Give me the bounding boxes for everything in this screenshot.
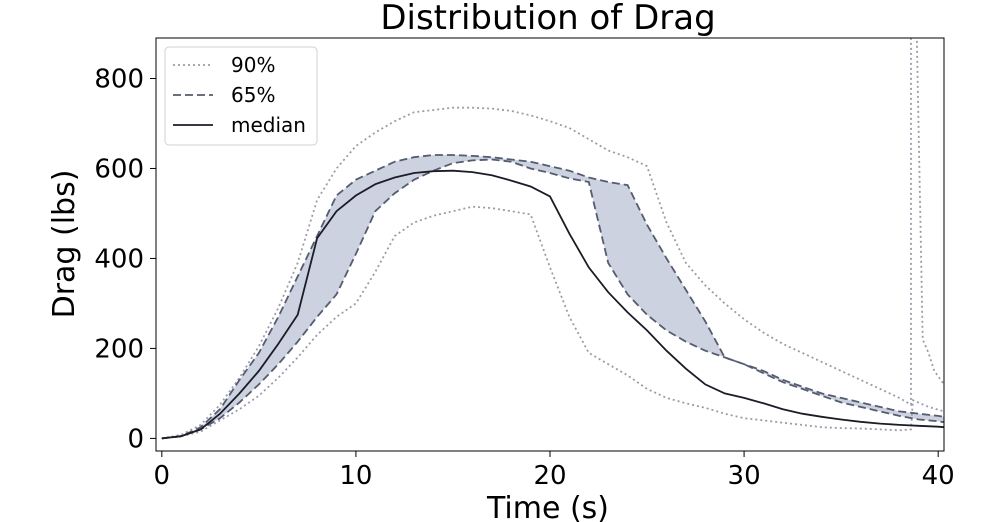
chart-title: Distribution of Drag xyxy=(380,0,715,38)
legend-label-90: 90% xyxy=(231,53,275,77)
legend-label-65: 65% xyxy=(231,83,275,107)
line-90-lower xyxy=(161,205,944,440)
x-tick-label: 10 xyxy=(339,461,372,491)
y-tick-label: 800 xyxy=(94,64,144,94)
line-90-upper xyxy=(161,38,944,440)
band-65-fill xyxy=(161,155,944,439)
x-tick-label: 20 xyxy=(533,461,566,491)
y-axis-label: Drag (lbs) xyxy=(47,170,82,319)
line-median xyxy=(161,169,944,440)
line-65-lower xyxy=(161,158,944,440)
y-tick-label: 0 xyxy=(127,424,144,454)
y-tick-label: 200 xyxy=(94,334,144,364)
y-tick-label: 600 xyxy=(94,154,144,184)
x-tick-label: 30 xyxy=(728,461,761,491)
x-tick-label: 0 xyxy=(154,461,171,491)
x-axis-label: Time (s) xyxy=(486,491,609,522)
plot-area xyxy=(161,38,944,440)
line-65-upper xyxy=(161,154,944,440)
legend-frame xyxy=(164,46,318,146)
legend-label-median: median xyxy=(231,113,306,137)
y-tick-label: 400 xyxy=(94,244,144,274)
legend: 90% 65% median xyxy=(164,46,318,146)
x-tick-label: 40 xyxy=(922,461,955,491)
